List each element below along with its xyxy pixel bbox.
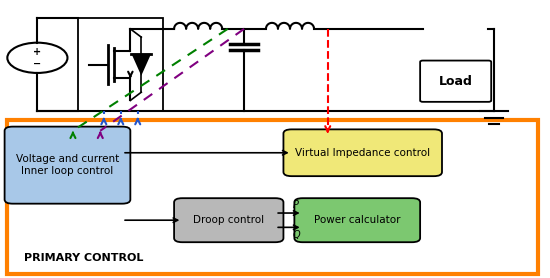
Text: Q: Q [292, 230, 300, 240]
Text: Load: Load [439, 75, 472, 88]
Text: Power calculator: Power calculator [314, 215, 400, 225]
FancyBboxPatch shape [174, 198, 283, 242]
Text: −: − [34, 59, 41, 69]
Polygon shape [131, 54, 151, 76]
Text: Droop control: Droop control [193, 215, 265, 225]
Text: Virtual Impedance control: Virtual Impedance control [295, 148, 430, 158]
Text: +: + [34, 47, 41, 57]
Text: P: P [293, 200, 299, 210]
FancyBboxPatch shape [4, 126, 130, 204]
FancyBboxPatch shape [294, 198, 420, 242]
FancyBboxPatch shape [420, 61, 491, 102]
Text: Voltage and current
Inner loop control: Voltage and current Inner loop control [16, 154, 119, 176]
Text: PRIMARY CONTROL: PRIMARY CONTROL [24, 253, 143, 263]
FancyBboxPatch shape [283, 129, 442, 176]
